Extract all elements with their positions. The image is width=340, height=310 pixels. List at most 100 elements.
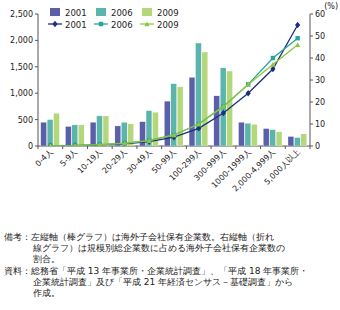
bar [276,132,282,146]
legend-swatch [96,8,106,16]
y2-tick [310,124,313,125]
legend-swatch [50,8,60,16]
x-tick-label: 2,000-4,999人 [231,147,277,193]
line-marker [221,110,226,116]
marks [41,22,307,146]
legend-marker [99,22,103,26]
x-tick-label: 5-9人 [58,147,79,168]
bar [78,125,84,146]
bar [220,68,226,146]
line-marker [196,121,201,126]
x-tick [235,146,236,149]
line-marker [270,62,275,67]
bar [97,116,103,146]
bar [214,96,220,146]
legend-swatch [142,8,152,16]
bar [47,120,53,146]
line-marker [246,82,251,87]
bar [121,122,127,146]
y-tick [35,93,38,94]
y2-axis-label: (%) [324,2,338,11]
legend-label: 2009 [157,20,179,30]
bar [270,130,276,146]
bar [171,84,177,146]
line-marker [171,132,176,137]
y2-tick-label: 30 [315,76,325,85]
line-marker [72,143,77,146]
bar [239,122,245,146]
x-tick [112,146,113,149]
bar [103,116,109,146]
y2-tick-label: 60 [315,10,325,19]
bar [245,123,251,146]
y2-tick [310,80,313,81]
legend-label: 2009 [157,8,179,18]
line-marker [295,36,299,40]
line-marker [295,22,300,28]
legend-marker [144,21,149,26]
x-tick-label: 20-29人 [100,147,128,175]
line-marker [271,56,275,60]
note: 作成。 [32,288,60,298]
chart: 05001,0001,5002,0002,5000102030405060(%)… [0,0,340,310]
y-tick-label: 500 [18,116,33,125]
note: 企業統計調査」及び「平成 21 年経済センサス－基礎調査」から [33,277,293,287]
y-tick-label: 0 [28,142,33,151]
line [50,38,297,146]
y-tick-label: 1,000 [10,89,33,98]
y-tick [35,40,38,41]
legend-label: 2006 [111,8,133,18]
bar [189,77,195,146]
y2-tick-label: 20 [315,98,325,107]
bar [251,124,257,146]
line-marker [97,142,102,146]
x-tick [186,146,187,149]
y2-tick [310,58,313,59]
bar [41,122,47,146]
note: 割合。 [33,254,60,264]
line-marker [48,143,53,146]
legend-label: 2001 [65,8,87,18]
legend-label: 2006 [111,20,133,30]
y2-tick-label: 50 [315,32,325,41]
y2-tick [310,102,313,103]
line [50,25,297,146]
bar [263,129,269,146]
line-marker [221,104,226,109]
y-tick-label: 2,000 [10,36,33,45]
x-tick [136,146,137,149]
y2-tick-label: 0 [315,142,320,151]
y-tick [35,119,38,120]
line-marker [147,138,152,144]
x-tick [38,146,39,149]
y2-tick [310,36,313,37]
x-tick [260,146,261,149]
y-tick [35,66,38,67]
bar [54,113,60,146]
y-tick [35,14,38,15]
bar [202,52,208,146]
bar [301,134,307,146]
bar [294,138,300,146]
x-tick-label: 30-49人 [125,147,153,175]
bar [288,136,294,146]
y2-tick-label: 10 [315,120,325,129]
bar [177,87,183,146]
x-tick [62,146,63,149]
x-tick-label: 5,000人以上 [263,147,303,187]
y-tick-label: 2,500 [10,10,33,19]
x-tick [310,146,311,149]
note: 備考：左縦軸（棒グラフ）は海外子会社保有企業数。右縦軸（折れ [4,232,274,242]
legend-label: 2001 [65,20,87,30]
legend: 2001 2006 2009 2001 2006 2009 [48,8,179,30]
bar [65,126,71,146]
y-axis [38,14,39,146]
line-marker [147,138,152,143]
x-tick [87,146,88,149]
x-tick-label: 0-4人 [34,147,55,168]
line-marker [246,90,251,96]
y2-tick [310,14,313,15]
bar [90,122,96,146]
x-tick [161,146,162,149]
note: 線グラフ）は規模別総企業数に占める海外子会社保有企業数の [32,243,285,253]
